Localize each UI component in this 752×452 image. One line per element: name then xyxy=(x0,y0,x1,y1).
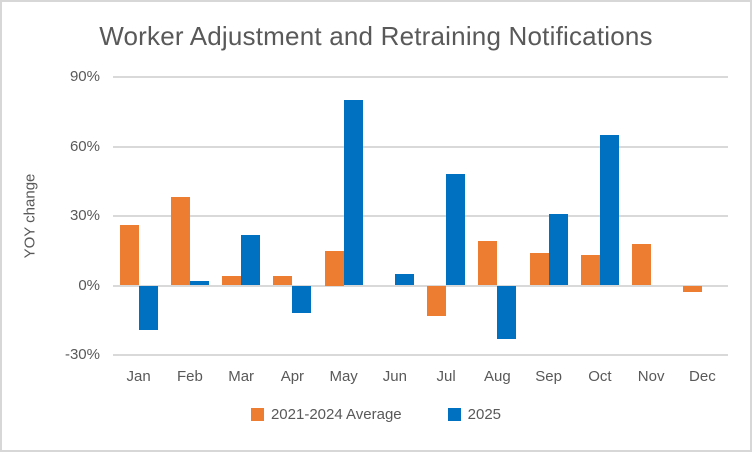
legend-swatch-average-icon xyxy=(250,408,264,421)
bar-2025-jan xyxy=(138,285,158,330)
bar-2025-aug xyxy=(497,285,517,339)
bar-2021-2024-average-feb xyxy=(170,197,190,286)
bar-2025-may xyxy=(343,100,363,286)
bar-2021-2024-average-oct xyxy=(580,255,600,286)
y-tick-label: 0% xyxy=(78,276,100,294)
y-tick-label: 60% xyxy=(69,137,100,155)
legend-swatch-2025-icon xyxy=(447,408,461,421)
bar-2021-2024-average-apr xyxy=(273,276,293,286)
bar-2025-jun xyxy=(394,273,414,286)
legend-label-2025: 2025 xyxy=(467,406,502,423)
x-tick-label: Aug xyxy=(484,368,511,385)
bar-2025-mar xyxy=(241,234,261,286)
bar-2021-2024-average-may xyxy=(324,250,344,286)
gridline xyxy=(113,354,728,356)
bar-2021-2024-average-sep xyxy=(529,253,549,286)
gridline xyxy=(113,76,728,78)
x-tick-label: Mar xyxy=(228,368,255,385)
bar-2025-apr xyxy=(292,285,312,314)
x-tick-label: Nov xyxy=(637,368,665,385)
x-tick-label: Feb xyxy=(176,368,203,385)
y-tick-label: 30% xyxy=(69,207,100,224)
bar-2021-2024-average-jan xyxy=(119,225,139,286)
chart-title: Worker Adjustment and Retraining Notific… xyxy=(99,21,653,51)
x-axis-labels: Jan Feb Mar Apr May Jun Jul Aug Sep Oct Nov Dec xyxy=(113,368,728,388)
bar-2021-2024-average-aug xyxy=(478,241,498,286)
y-axis-ticks: 90% 60% 30% 0% -30% xyxy=(2,68,100,363)
y-tick-label: -30% xyxy=(64,346,100,363)
gridline xyxy=(113,215,728,217)
gridline xyxy=(113,284,728,287)
bar-2021-2024-average-mar xyxy=(222,276,242,286)
bar-2025-jul xyxy=(446,174,466,286)
x-tick-label: Jun xyxy=(382,368,407,385)
x-tick-label: May xyxy=(329,368,358,385)
y-tick-label: 90% xyxy=(69,68,100,85)
legend: 2021-2024 Average 2025 xyxy=(2,406,750,423)
x-tick-label: Jul xyxy=(436,368,456,385)
bar-2021-2024-average-nov xyxy=(632,243,652,286)
legend-label-average: 2021-2024 Average xyxy=(270,406,402,423)
gridline xyxy=(113,145,728,148)
bar-2025-sep xyxy=(548,213,568,286)
legend-item-average: 2021-2024 Average xyxy=(250,406,402,423)
x-tick-label: Dec xyxy=(689,368,716,385)
bar-2025-oct xyxy=(599,134,619,286)
bar-2021-2024-average-dec xyxy=(683,285,703,293)
bar-2021-2024-average-jul xyxy=(427,285,447,316)
plot-area xyxy=(113,76,728,356)
x-tick-label: Apr xyxy=(280,368,305,385)
x-tick-label: Sep xyxy=(535,368,562,385)
x-tick-label: Jan xyxy=(126,368,151,385)
legend-item-2025: 2025 xyxy=(447,406,502,423)
bar-2025-feb xyxy=(189,280,209,286)
x-tick-label: Oct xyxy=(588,368,612,385)
